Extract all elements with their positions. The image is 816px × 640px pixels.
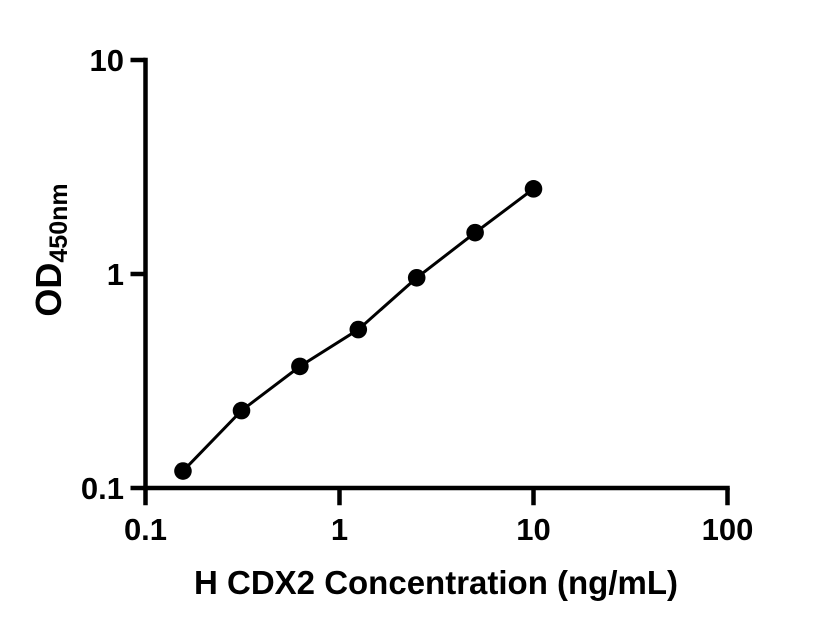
axes xyxy=(130,57,730,506)
data-point-marker xyxy=(524,180,543,198)
y-tick-label: 0.1 xyxy=(81,471,124,506)
x-tick-label: 1 xyxy=(331,512,348,547)
x-tick-label: 100 xyxy=(702,512,754,547)
data-point-marker xyxy=(407,268,426,287)
y-axis-title: OD450nm xyxy=(27,50,73,450)
x-tick-label: 10 xyxy=(516,512,550,547)
data-point-marker xyxy=(466,223,484,242)
x-axis-title: H CDX2 Concentration (ng/mL) xyxy=(194,564,678,601)
data-point-marker xyxy=(174,462,192,480)
y-axis-title-main: OD xyxy=(28,262,69,317)
y-tick-label: 1 xyxy=(107,257,124,292)
data-point-marker xyxy=(232,401,251,420)
x-tick-label: 0.1 xyxy=(124,512,167,547)
data-point-marker xyxy=(291,357,309,376)
tick-labels: 0.1 1 10 0.1 1 10 100 xyxy=(81,43,753,547)
y-axis-title-subscript: 450nm xyxy=(45,183,73,263)
data-points xyxy=(174,180,543,480)
data-point-marker xyxy=(349,320,368,339)
y-tick-label: 10 xyxy=(90,43,124,78)
